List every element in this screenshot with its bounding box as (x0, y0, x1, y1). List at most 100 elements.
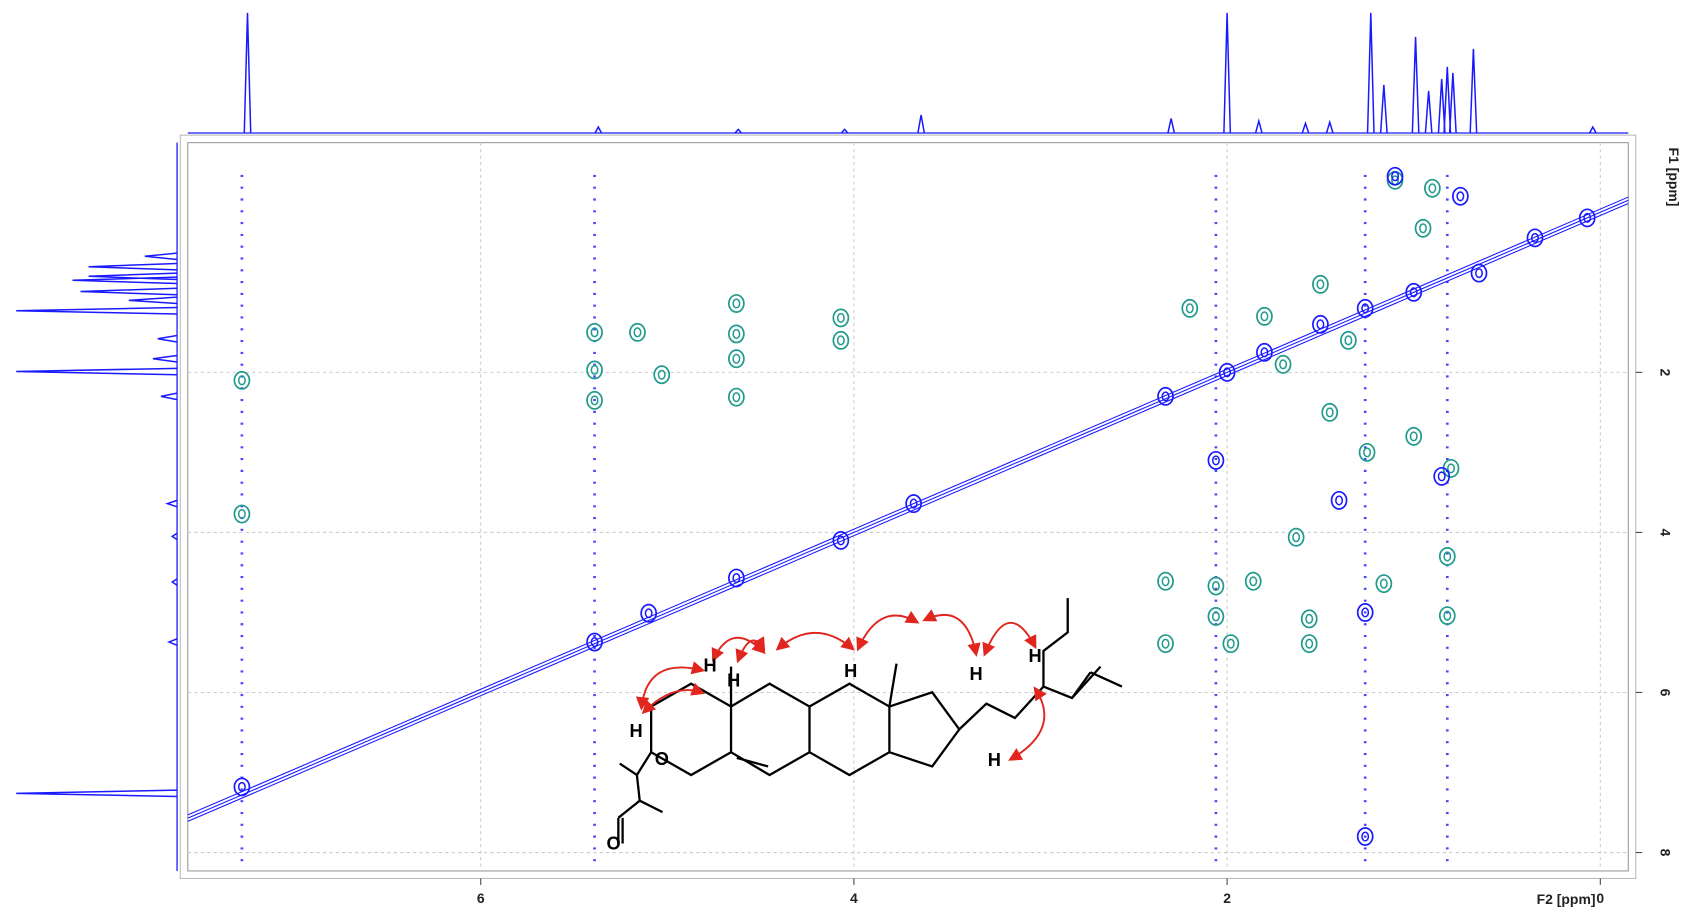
double-bond (736, 756, 769, 768)
projection-peak (152, 354, 178, 363)
contour-ring (590, 327, 599, 338)
cross-peak (1358, 442, 1376, 462)
contour-ring (590, 637, 599, 648)
projection-peak (1254, 118, 1263, 134)
cross-peak (1423, 178, 1441, 198)
atom-label: H (727, 669, 740, 690)
contour-ring (586, 322, 603, 342)
contour-ring (732, 298, 741, 309)
contour-ring (1157, 634, 1174, 654)
contour-ring (1386, 166, 1404, 186)
contour-ring (728, 349, 745, 369)
contour-ring (728, 294, 745, 313)
contour-ring (1207, 576, 1225, 596)
contour-ring (653, 365, 671, 385)
contour-ring (1456, 191, 1465, 202)
contour-ring (1292, 532, 1301, 543)
contour-ring (1438, 606, 1456, 626)
contour-ring (1316, 319, 1325, 330)
cross-peak (1300, 634, 1318, 654)
contour-ring (1222, 634, 1240, 654)
contour-ring (836, 535, 845, 546)
diagonal-ridge (187, 203, 1629, 822)
contour-ring (1161, 576, 1170, 587)
molecule: H H H H H H H O O (607, 598, 1123, 853)
cross-peak (832, 330, 850, 350)
contour-ring (1361, 303, 1370, 314)
cross-peak (728, 349, 745, 369)
projection-peak (1411, 36, 1420, 134)
methyl-18 (888, 663, 898, 707)
cross-peak (629, 322, 646, 342)
contour-ring (1419, 223, 1428, 234)
contour-ring (1279, 359, 1288, 370)
cross-peak (1470, 263, 1488, 283)
contour-ring (1578, 208, 1596, 228)
atom-label: O (607, 832, 621, 853)
contour-ring (1226, 638, 1235, 649)
y-tick-label: 6 (1657, 689, 1673, 697)
cross-peak (233, 504, 251, 524)
contour-ring (1391, 171, 1400, 182)
plot-frame (187, 142, 1629, 872)
cross-peak (1433, 466, 1451, 486)
contour-ring (1447, 463, 1455, 474)
contour-ring (1211, 611, 1220, 622)
projection-peak (243, 12, 252, 134)
atom-label: O (655, 748, 669, 769)
contour-ring (1363, 447, 1372, 458)
projection-peak (80, 287, 178, 296)
contour-ring (1428, 183, 1437, 194)
contour-ring (1340, 330, 1357, 350)
projection-peak (1424, 90, 1433, 134)
cross-peak (1157, 571, 1174, 591)
cross-peak (728, 294, 745, 313)
projection-peak (1167, 118, 1176, 134)
cross-peak (233, 370, 251, 390)
projection-peak (840, 128, 849, 134)
contour-ring (1423, 178, 1441, 198)
cross-peak (728, 387, 745, 407)
projection-peak (917, 114, 926, 134)
x-tick-label: 0 (1596, 890, 1604, 906)
contour-ring (1356, 827, 1374, 846)
cross-peak (640, 603, 658, 623)
contour-ring (1300, 609, 1318, 629)
noe-arrow (735, 636, 766, 664)
projection-peak (166, 638, 178, 646)
cross-peak (1356, 298, 1374, 318)
contour-ring (586, 632, 603, 652)
projection-peak (1437, 78, 1446, 134)
projection-peak (1448, 72, 1457, 134)
contour-ring (644, 608, 653, 619)
contour-ring (1218, 362, 1236, 382)
contour-ring (1470, 263, 1488, 283)
cross-peak (1340, 330, 1357, 350)
noe-arrow (775, 631, 855, 651)
contour-ring (1185, 303, 1194, 314)
contour-ring (1405, 426, 1423, 446)
contour-ring (1330, 490, 1348, 510)
contour-ring (1358, 442, 1376, 462)
cross-peak (1451, 186, 1469, 206)
contour-ring (1312, 274, 1329, 294)
contour-ring (640, 603, 658, 623)
projection-peak (1443, 66, 1452, 134)
cross-peak (653, 365, 671, 385)
cross-peak (728, 568, 745, 588)
ethyl (1042, 598, 1069, 687)
contour-ring (1211, 580, 1220, 592)
cross-peak (586, 360, 603, 380)
atom-label: H (970, 663, 983, 684)
contour-ring (1414, 218, 1432, 238)
contour-ring (732, 572, 741, 584)
contour-ring (1300, 634, 1318, 654)
x-tick-label: 2 (1223, 890, 1231, 906)
cross-peak (1405, 426, 1423, 446)
projection-peak (1588, 125, 1597, 134)
projection-peak (1469, 48, 1478, 134)
contour-ring (1161, 391, 1170, 402)
contour-ring (909, 498, 918, 509)
cross-peak (1438, 606, 1456, 626)
cross-peak (1405, 282, 1423, 302)
